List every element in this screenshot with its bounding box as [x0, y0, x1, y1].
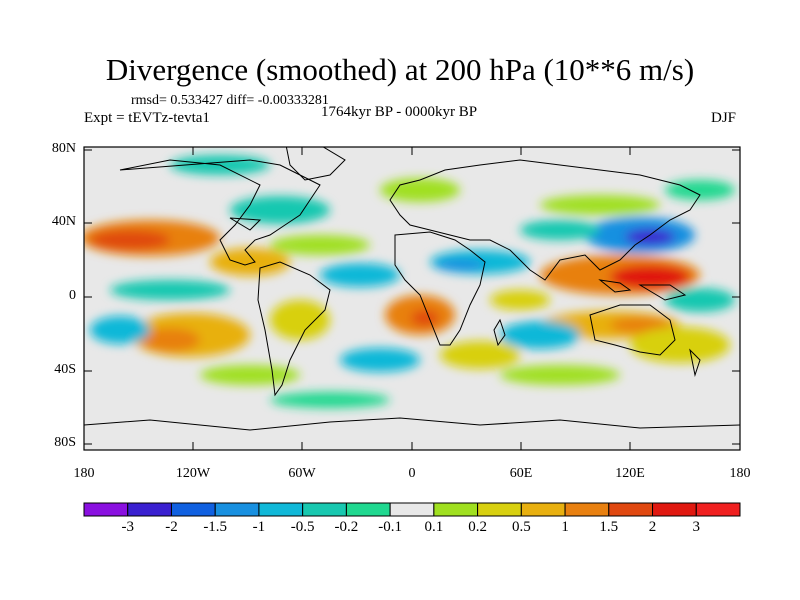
colorbar-box	[345, 502, 391, 517]
lon-label-180e: 180	[729, 466, 751, 481]
colorbar-label: -0.5	[290, 519, 315, 535]
colorbar-label: 2	[648, 519, 657, 535]
lat-label-40s: 40S	[54, 362, 76, 377]
colorbar-label: -3	[121, 519, 134, 535]
lat-label-80n: 80N	[51, 141, 76, 156]
lon-label-60w: 60W	[288, 466, 316, 481]
colorbar-label: 0.2	[468, 519, 487, 535]
colorbar-box	[170, 502, 216, 517]
colorbar-box	[520, 502, 566, 517]
lat-label-80s: 80S	[54, 435, 76, 450]
lat-label-40n: 40N	[51, 214, 76, 229]
lat-label-0: 0	[69, 288, 76, 303]
lon-label-120e: 120E	[615, 466, 645, 481]
rmsd-diff-stats: rmsd= 0.533427 diff= -0.00333281	[131, 93, 329, 108]
colorbar-box	[258, 502, 304, 517]
colorbar-box	[214, 502, 260, 517]
colorbar-box	[127, 502, 172, 517]
period-label: 1764kyr BP - 0000kyr BP	[321, 104, 478, 120]
colorbar-box	[695, 502, 741, 517]
season-label: DJF	[711, 110, 737, 126]
lon-label-180w: 180	[73, 466, 95, 481]
colorbar-box	[477, 502, 522, 517]
colorbar-label: -2	[165, 519, 178, 535]
colorbar-label: -0.1	[378, 519, 402, 535]
colorbar-label: 1	[561, 519, 569, 535]
colorbar-box	[83, 502, 129, 517]
colorbar-box	[564, 502, 610, 517]
colorbar	[83, 502, 741, 517]
colorbar-label: 0.5	[511, 519, 531, 535]
colorbar-label: 0.1	[424, 519, 444, 535]
colorbar-label: -1.5	[203, 519, 228, 535]
colorbar-label: -1	[252, 519, 266, 535]
colorbar-label: 1.5	[599, 519, 619, 535]
map-title: Divergence (smoothed) at 200 hPa (10**6 …	[105, 52, 695, 87]
colorbar-box	[389, 502, 435, 517]
coastlines	[84, 147, 740, 431]
lon-label-120w: 120W	[175, 466, 211, 481]
colorbar-box	[608, 502, 654, 517]
colorbar-box	[652, 502, 697, 517]
axis-ticks	[84, 147, 740, 450]
colorbar-box	[433, 502, 479, 517]
lon-label-60e: 60E	[509, 466, 533, 481]
lon-label-0: 0	[408, 466, 416, 481]
colorbar-label: -0.2	[334, 519, 359, 535]
divergence-field	[84, 147, 740, 450]
colorbar-box	[302, 502, 347, 517]
experiment-label: Expt = tEVTz-tevta1	[84, 110, 210, 126]
colorbar-label: 3	[692, 519, 701, 535]
